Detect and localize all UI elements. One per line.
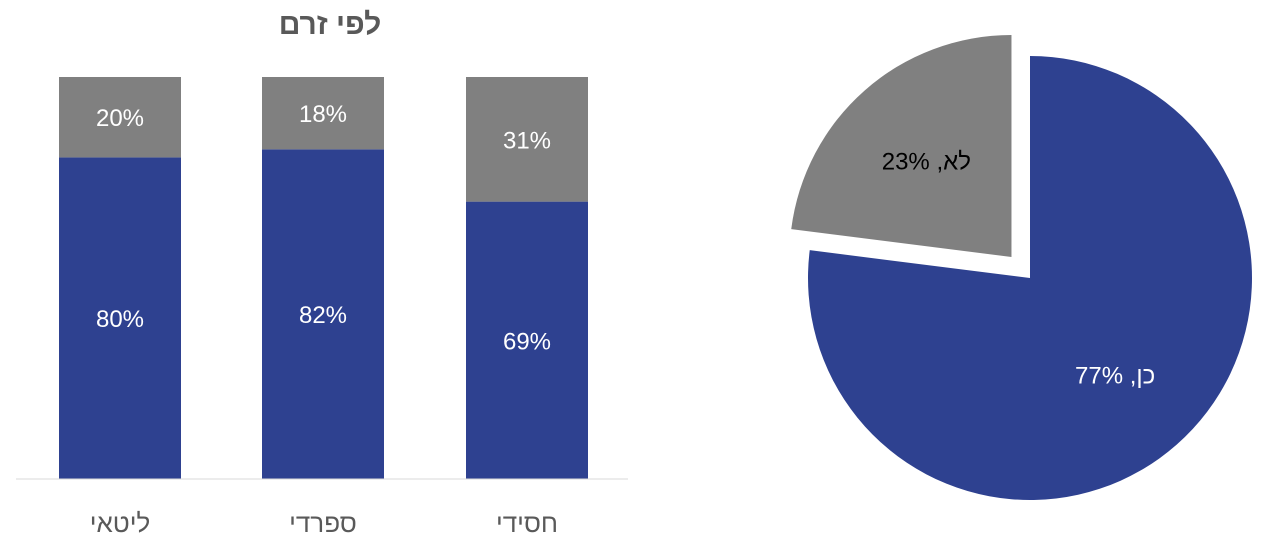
category-label: ספרדי xyxy=(289,508,357,535)
bar-segment-gray-2 xyxy=(466,77,588,202)
category-label: ליטאי xyxy=(90,508,151,535)
pie-slice-0 xyxy=(808,56,1252,500)
bar-segment-gray-0 xyxy=(59,77,181,158)
pie-slice-label: לא, 23% xyxy=(882,148,971,175)
bar-segment-blue-2 xyxy=(466,201,588,479)
bar-segment-blue-0 xyxy=(59,157,181,479)
bar-data-label: 82% xyxy=(299,302,347,329)
bar-data-label: 20% xyxy=(96,105,144,132)
bar-data-label: 18% xyxy=(299,101,347,128)
bar-data-label: 31% xyxy=(503,127,551,154)
category-label: חסידי xyxy=(496,508,558,535)
pie-chart: כן, 77% לא, 23% xyxy=(791,34,1252,500)
bar-segment-gray-1 xyxy=(262,77,384,150)
bar-plot-area: 80% 20% ליטאי 82% 18% ספרדי 69% 31% חסידי xyxy=(59,77,588,535)
bar-segment-blue-1 xyxy=(262,149,384,480)
bar-data-label: 80% xyxy=(96,306,144,333)
pie-plot-area: כן, 77% לא, 23% xyxy=(791,34,1252,500)
chart-title: לפי זרם xyxy=(279,8,381,41)
pie-slice-1 xyxy=(791,34,1012,257)
bar-data-label: 69% xyxy=(503,328,551,355)
stacked-bar-chart: לפי זרם 80% 20% ליטאי 82% 18% ספרדי 69% 31% חסיד… xyxy=(16,8,628,535)
pie-slice-label: כן, 77% xyxy=(1075,363,1155,390)
